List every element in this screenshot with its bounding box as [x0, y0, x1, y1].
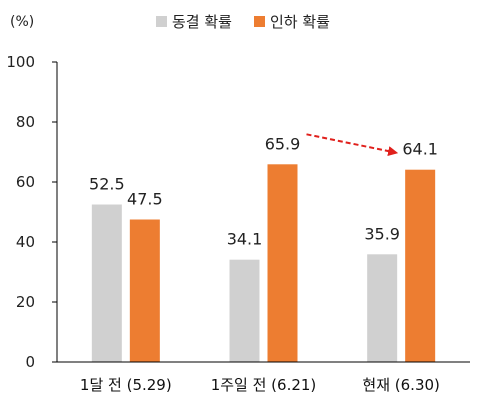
bar-cut — [405, 169, 436, 362]
legend-swatch-cut — [254, 16, 265, 27]
x-category-label: 현재 (6.30) — [362, 376, 439, 394]
data-label: 52.5 — [89, 175, 125, 194]
bar-cut — [129, 219, 160, 362]
bar-freeze — [91, 204, 122, 362]
y-unit-label: (%) — [10, 14, 34, 30]
y-tick-label: 60 — [16, 173, 35, 191]
trend-arrow — [306, 133, 399, 156]
bars — [91, 164, 436, 362]
x-category-label: 1주일 전 (6.21) — [211, 376, 317, 394]
x-category-label: 1달 전 (5.29) — [80, 376, 172, 394]
y-tick-label: 0 — [25, 353, 35, 371]
legend-label-cut: 인하 확률 — [270, 13, 330, 31]
y-tick-label: 80 — [16, 113, 35, 131]
data-label: 34.1 — [227, 230, 263, 249]
legend-label-freeze: 동결 확률 — [172, 13, 232, 31]
data-label: 65.9 — [265, 134, 301, 153]
bar-cut — [267, 164, 298, 362]
y-axis: 0 20 40 60 80 100 — [6, 53, 58, 371]
legend: 동결 확률 인하 확률 — [156, 13, 330, 31]
legend-swatch-freeze — [156, 16, 167, 27]
bar-freeze — [367, 254, 398, 362]
y-tick-label: 40 — [16, 233, 35, 251]
y-tick-label: 100 — [6, 53, 35, 71]
y-tick-label: 20 — [16, 293, 35, 311]
data-label: 64.1 — [402, 140, 438, 159]
x-axis: 1달 전 (5.29) 1주일 전 (6.21) 현재 (6.30) — [57, 361, 470, 394]
bar-freeze — [229, 259, 260, 362]
trend-annotation — [306, 133, 399, 156]
data-label: 35.9 — [364, 224, 400, 243]
data-labels: 52.547.5 34.1 65.9 35.9 64.1 — [89, 134, 438, 248]
data-label: 47.5 — [127, 190, 163, 209]
